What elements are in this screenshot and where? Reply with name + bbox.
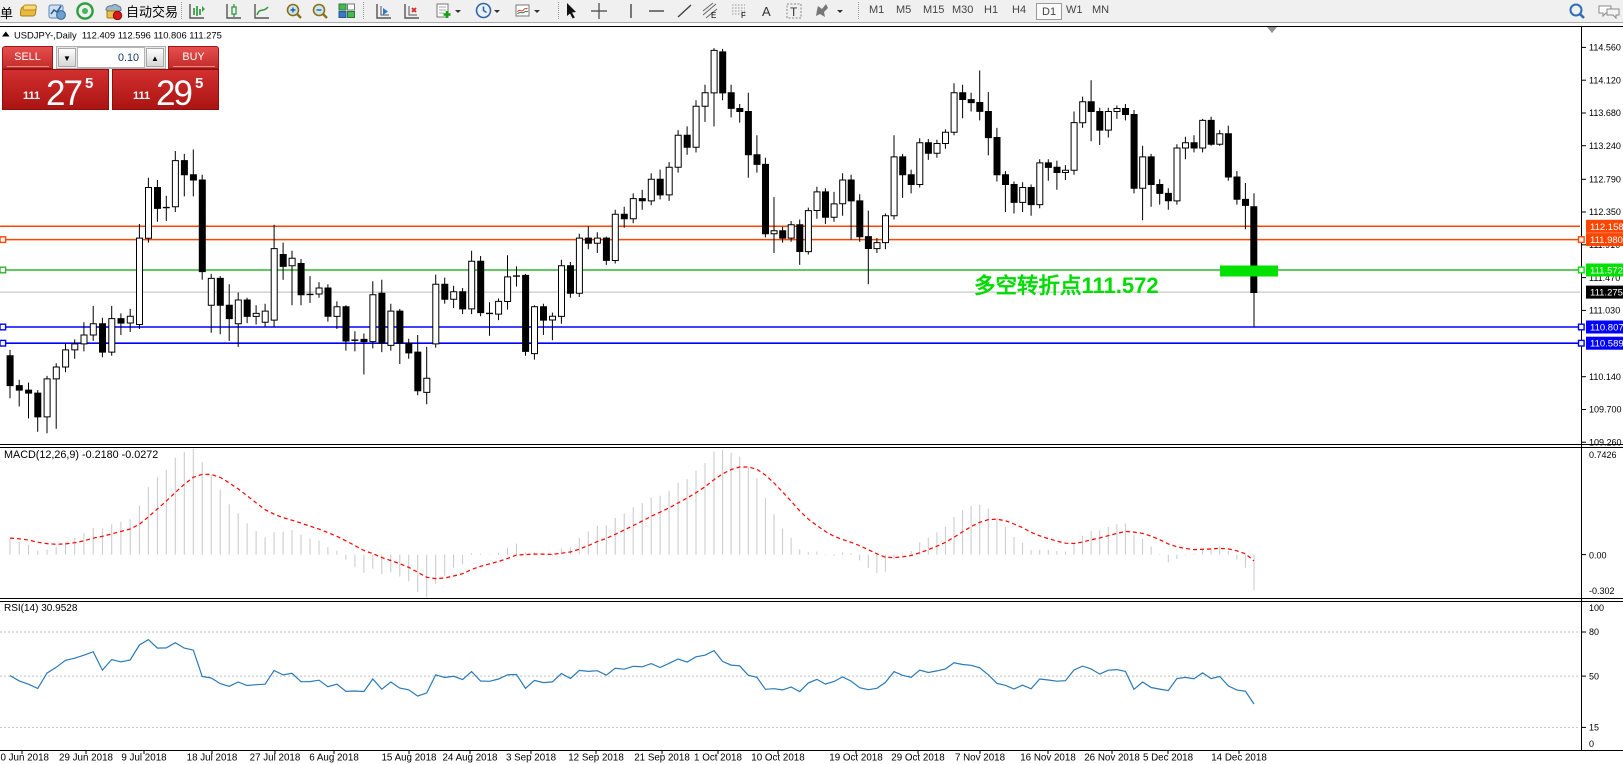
svg-text:109.700: 109.700: [1589, 405, 1622, 415]
svg-text:111.572: 111.572: [1590, 266, 1623, 277]
svg-text:110.589: 110.589: [1590, 339, 1623, 350]
svg-text:6 Aug 2018: 6 Aug 2018: [309, 753, 359, 764]
svg-text:50: 50: [1589, 671, 1599, 681]
svg-text:114.120: 114.120: [1589, 75, 1621, 85]
svg-text:0.7426: 0.7426: [1589, 450, 1617, 460]
svg-text:27 Jul 2018: 27 Jul 2018: [250, 753, 301, 764]
svg-text:9 Jul 2018: 9 Jul 2018: [121, 753, 167, 764]
svg-text:19 Oct 2018: 19 Oct 2018: [829, 753, 883, 764]
svg-text:T: T: [790, 5, 798, 19]
svg-text:29 Jun 2018: 29 Jun 2018: [59, 753, 113, 764]
svg-text:3 Sep 2018: 3 Sep 2018: [506, 753, 557, 764]
svg-text:16 Nov 2018: 16 Nov 2018: [1020, 753, 1076, 764]
svg-text:7 Nov 2018: 7 Nov 2018: [955, 753, 1006, 764]
svg-text:29 Oct 2018: 29 Oct 2018: [891, 753, 945, 764]
svg-text:12 Sep 2018: 12 Sep 2018: [568, 753, 624, 764]
svg-text:80: 80: [1589, 627, 1599, 637]
svg-text:113.680: 113.680: [1589, 108, 1621, 118]
svg-text:111.030: 111.030: [1589, 306, 1620, 316]
svg-text:111.980: 111.980: [1590, 235, 1623, 246]
svg-text:109.260: 109.260: [1589, 437, 1622, 447]
svg-text:5 Dec 2018: 5 Dec 2018: [1143, 753, 1194, 764]
svg-text:112.158: 112.158: [1590, 222, 1623, 233]
svg-text:-0.302: -0.302: [1589, 586, 1615, 596]
svg-text:113.240: 113.240: [1589, 141, 1621, 151]
svg-text:MACD(12,26,9) -0.2180 -0.0272: MACD(12,26,9) -0.2180 -0.0272: [4, 449, 158, 461]
svg-text:0: 0: [1589, 739, 1594, 749]
svg-text:112.790: 112.790: [1589, 175, 1621, 185]
svg-text:26 Nov 2018: 26 Nov 2018: [1084, 753, 1140, 764]
svg-text:F: F: [741, 11, 746, 20]
svg-text:15: 15: [1589, 723, 1599, 733]
svg-text:14 Dec 2018: 14 Dec 2018: [1211, 753, 1267, 764]
svg-text:USDJPY-,Daily 112.409 112.596: USDJPY-,Daily 112.409 112.596 110.806 11…: [14, 30, 222, 41]
svg-text:21 Sep 2018: 21 Sep 2018: [634, 753, 690, 764]
svg-text:111.275: 111.275: [1590, 288, 1623, 299]
svg-text:110.140: 110.140: [1589, 372, 1621, 382]
svg-text:E: E: [711, 11, 716, 20]
svg-text:20 Jun 2018: 20 Jun 2018: [0, 753, 50, 764]
svg-text:100: 100: [1589, 603, 1604, 613]
svg-text:多空转折点111.572: 多空转折点111.572: [974, 273, 1159, 298]
svg-text:A: A: [762, 4, 771, 19]
svg-text:15 Aug 2018: 15 Aug 2018: [381, 753, 437, 764]
svg-text:110.807: 110.807: [1590, 323, 1623, 334]
svg-text:114.560: 114.560: [1589, 43, 1621, 53]
svg-text:RSI(14) 30.9528: RSI(14) 30.9528: [4, 603, 78, 614]
svg-text:10 Oct 2018: 10 Oct 2018: [751, 753, 805, 764]
svg-text:24 Aug 2018: 24 Aug 2018: [442, 753, 498, 764]
svg-text:111.470: 111.470: [1589, 273, 1620, 283]
svg-text:自动交易: 自动交易: [126, 5, 178, 20]
svg-text:112.350: 112.350: [1589, 207, 1621, 217]
svg-text:1 Oct 2018: 1 Oct 2018: [694, 753, 742, 764]
svg-text:0.00: 0.00: [1589, 550, 1607, 560]
svg-text:18 Jul 2018: 18 Jul 2018: [187, 753, 238, 764]
